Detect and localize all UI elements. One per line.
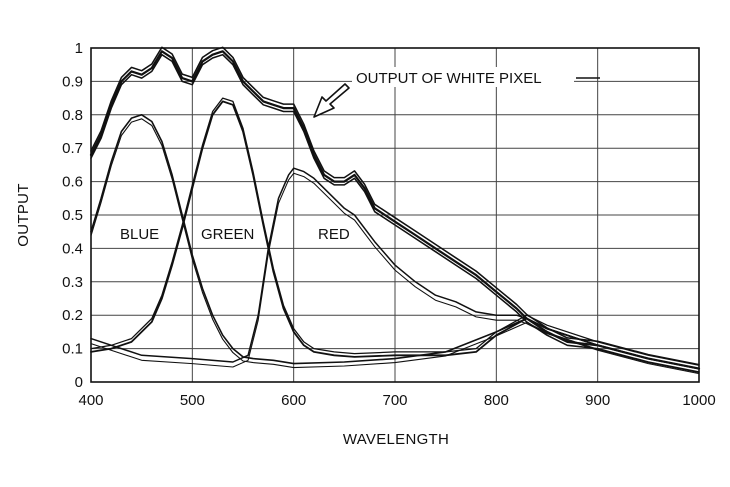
x-tick-label: 400 — [78, 392, 103, 409]
annotation-arrow-icon — [313, 83, 350, 118]
series-output-of-white-pixel-line — [90, 46, 700, 366]
y-tick-label: 0.8 — [62, 107, 83, 124]
x-tick-label: 500 — [180, 392, 205, 409]
series-blue-line — [90, 114, 700, 370]
annotation-white-pixel: OUTPUT OF WHITE PIXEL — [356, 70, 542, 87]
x-tick-label: 1000 — [682, 392, 715, 409]
x-tick-label: 800 — [484, 392, 509, 409]
annotation-green: GREEN — [201, 226, 254, 243]
y-axis-ticks: 0 0.1 0.2 0.3 0.4 0.5 0.6 0.7 0.8 0.9 1 — [62, 40, 83, 391]
annotation-red: RED — [318, 226, 350, 243]
y-tick-label: 0.6 — [62, 174, 83, 191]
series-output-of-white-pixel-line — [90, 53, 700, 373]
series-output-of-white-pixel-line — [89, 50, 701, 370]
y-tick-label: 0.5 — [62, 207, 83, 224]
x-tick-label: 700 — [382, 392, 407, 409]
y-axis-title: OUTPUT — [15, 183, 32, 246]
chart-curves — [89, 46, 701, 375]
y-tick-label: 0.7 — [62, 140, 83, 157]
x-tick-label: 900 — [585, 392, 610, 409]
x-axis-title: WAVELENGTH — [343, 431, 449, 448]
series-green-line — [90, 97, 700, 366]
series-red-line — [90, 172, 700, 375]
series-blue-line — [90, 118, 700, 374]
y-tick-label: 1 — [75, 40, 83, 57]
plot-frame — [90, 47, 700, 383]
y-tick-label: 0 — [75, 374, 83, 391]
y-tick-label: 0.4 — [62, 240, 83, 257]
x-axis-ticks: 400 500 600 700 800 900 1000 — [78, 392, 715, 409]
y-tick-label: 0.2 — [62, 307, 83, 324]
y-tick-label: 0.9 — [62, 73, 83, 90]
series-green-line — [90, 100, 700, 370]
y-tick-label: 0.1 — [62, 341, 83, 358]
x-tick-label: 600 — [281, 392, 306, 409]
y-tick-label: 0.3 — [62, 274, 83, 291]
annotation-white-backdrop — [352, 67, 574, 87]
annotation-blue: BLUE — [120, 226, 159, 243]
